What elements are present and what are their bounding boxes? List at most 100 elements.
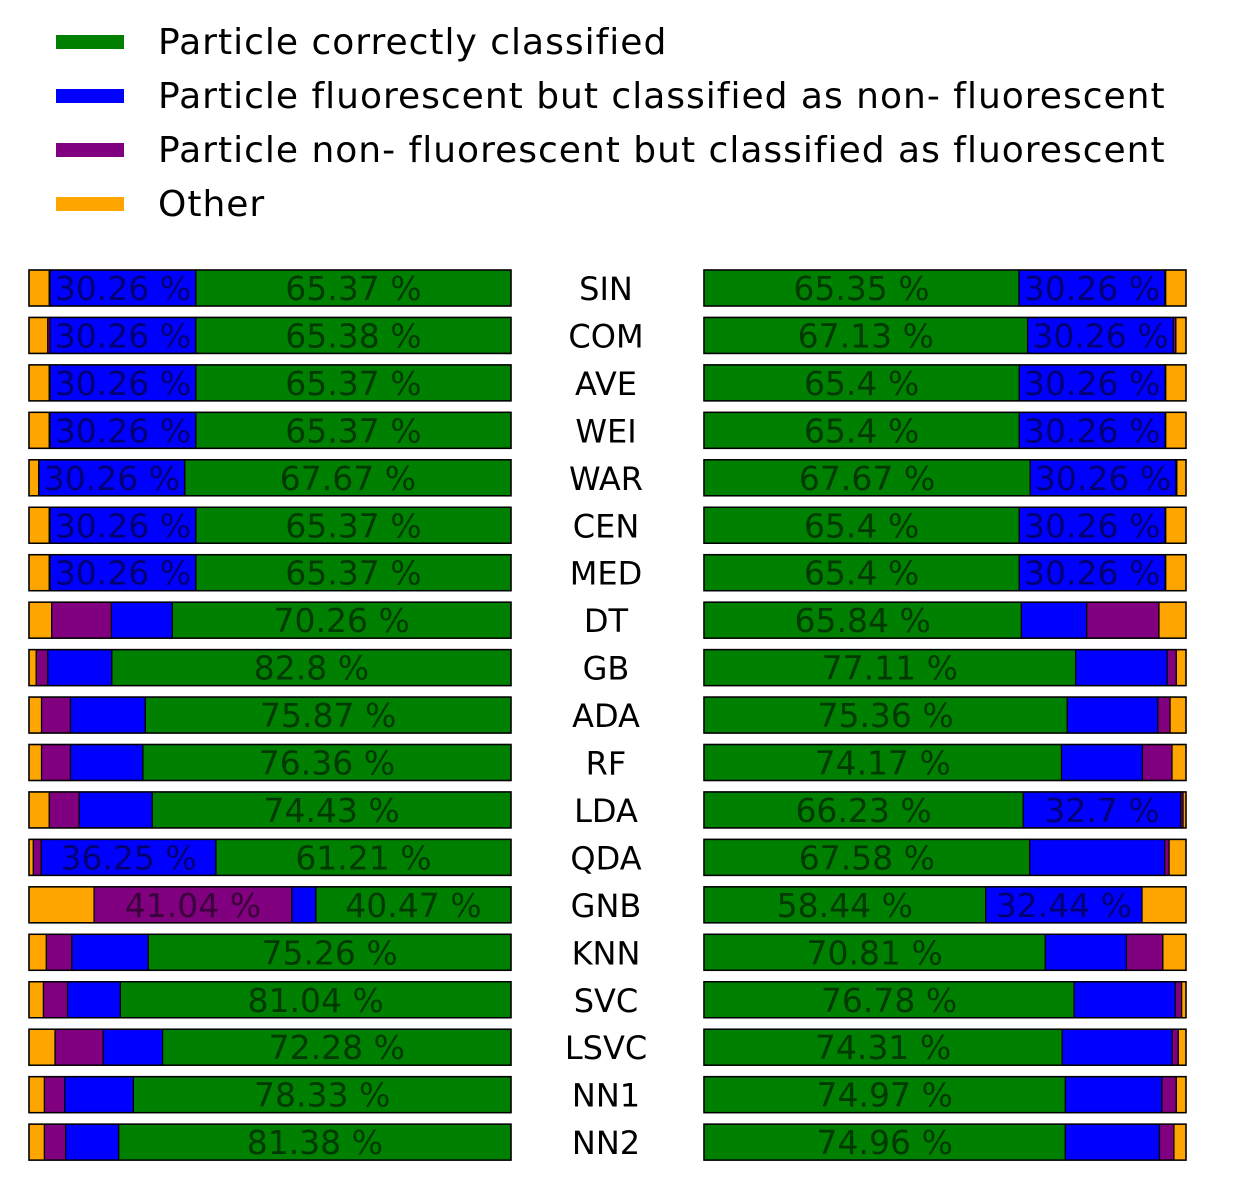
legend-label-false-positive: Particle non- fluorescent but classified… (158, 129, 1166, 171)
left-value-label-ave-fn: 30.26 % (55, 364, 191, 403)
left-bar-frame-svc (28, 981, 512, 1019)
left-bar-gb-correct (111, 649, 512, 687)
right-bar-frame-lda (703, 791, 1187, 829)
right-value-label-gnb-correct: 58.44 % (777, 886, 913, 925)
left-bar-lda-fn (78, 791, 153, 829)
left-bar-nn2-fp (43, 1123, 67, 1161)
left-bar-nn2-fn (65, 1123, 120, 1161)
left-value-label-cen-fn: 30.26 % (55, 506, 191, 545)
right-bar-svc-fp (1174, 981, 1183, 1019)
left-value-label-ave-correct: 65.37 % (285, 364, 421, 403)
left-bar-nn1-fn (64, 1076, 135, 1114)
left-bar-frame-ada (28, 696, 512, 734)
left-bar-nn2-other (28, 1123, 46, 1161)
right-value-label-wei-correct: 65.4 % (804, 411, 919, 450)
left-bar-lda-other (28, 791, 50, 829)
right-value-label-sin-correct: 65.35 % (793, 269, 929, 308)
right-bar-lsvc-fp (1171, 1028, 1179, 1066)
right-bar-nn2-fn (1064, 1123, 1161, 1161)
right-value-label-war-correct: 67.67 % (799, 459, 935, 498)
right-bar-cen-correct (703, 506, 1020, 544)
right-bar-rf-fn (1060, 743, 1144, 782)
left-bar-frame-qda (28, 838, 512, 877)
left-value-label-med-fn: 30.26 % (55, 554, 191, 593)
right-bar-knn-other (1162, 933, 1187, 971)
left-value-label-war-fn: 30.26 % (44, 459, 180, 498)
category-label-rf: RF (586, 745, 627, 783)
left-value-label-wei-correct: 65.37 % (285, 411, 421, 450)
legend-item-correct: Particle correctly classified (56, 22, 667, 63)
legend-swatch-other (56, 197, 124, 211)
right-bar-frame-cen (703, 506, 1187, 544)
left-bar-rf-other (28, 743, 43, 782)
left-value-label-gb-correct: 82.8 % (254, 649, 369, 688)
legend-item-other: Other (56, 184, 265, 225)
right-bar-wei-other (1165, 411, 1187, 449)
left-bar-lda-fp (48, 791, 80, 829)
left-bar-lsvc-fn (102, 1028, 164, 1066)
left-value-label-lsvc-correct: 72.28 % (269, 1028, 405, 1067)
left-value-label-wei-fn: 30.26 % (55, 411, 191, 450)
right-value-label-nn2-correct: 74.96 % (816, 1123, 952, 1162)
left-bar-dt-fn (110, 601, 173, 639)
right-value-label-cen-fn: 30.26 % (1024, 506, 1160, 545)
right-bar-frame-com (703, 316, 1187, 355)
right-bar-knn-correct (703, 933, 1046, 971)
left-bar-knn-fn (71, 933, 149, 971)
right-bar-knn-fp (1125, 933, 1164, 971)
right-value-label-med-fn: 30.26 % (1024, 554, 1160, 593)
left-value-label-qda-correct: 61.21 % (295, 838, 431, 877)
legend-swatch-false-positive (56, 143, 124, 157)
category-label-ada: ADA (572, 697, 640, 735)
left-bar-frame-lda (28, 791, 512, 829)
left-bar-ada-fn (69, 696, 146, 734)
right-bar-med-other (1165, 554, 1187, 592)
right-bar-dt-fn (1020, 601, 1088, 639)
left-bar-frame-rf (28, 743, 512, 782)
left-bar-frame-nn2 (28, 1123, 512, 1161)
left-value-label-knn-correct: 75.26 % (261, 933, 397, 972)
right-value-label-qda-correct: 67.58 % (799, 838, 935, 877)
category-label-nn1: NN1 (572, 1077, 640, 1115)
left-bar-med-correct (195, 554, 512, 592)
left-bar-frame-ave (28, 364, 512, 402)
right-bar-qda-other (1168, 838, 1187, 877)
left-bar-gb-other (28, 649, 37, 687)
category-label-wei: WEI (575, 412, 636, 450)
right-bar-frame-gnb (703, 886, 1187, 924)
left-bar-gnb-correct (315, 886, 512, 924)
right-bar-frame-svc (703, 981, 1187, 1019)
left-value-label-com-correct: 65.38 % (285, 316, 421, 355)
left-bar-dt-other (28, 601, 53, 639)
right-value-label-sin-fn: 30.26 % (1024, 269, 1160, 308)
right-value-label-ave-correct: 65.4 % (804, 364, 919, 403)
left-bar-cen-other (28, 506, 50, 544)
left-bar-gnb-fn (291, 886, 317, 924)
right-bar-knn-fn (1044, 933, 1128, 971)
legend-swatch-correct (56, 35, 124, 49)
right-bar-frame-rf (703, 743, 1187, 782)
legend-swatch-false-negative (56, 89, 124, 103)
right-bar-war-correct (703, 459, 1031, 497)
left-bar-frame-war (28, 459, 512, 497)
left-bar-knn-fp (45, 933, 73, 971)
right-bar-qda-fn (1029, 838, 1166, 877)
right-bar-lsvc-other (1177, 1028, 1187, 1066)
category-label-war: WAR (569, 460, 643, 498)
category-label-svc: SVC (574, 982, 639, 1020)
category-label-sin: SIN (579, 270, 633, 308)
left-bar-med-fn (49, 554, 197, 592)
right-bar-dt-fp (1086, 601, 1160, 639)
right-value-label-knn-correct: 70.81 % (806, 933, 942, 972)
left-value-label-dt-correct: 70.26 % (274, 601, 410, 640)
left-value-label-nn2-correct: 81.38 % (247, 1123, 383, 1162)
right-bar-frame-wei (703, 411, 1187, 450)
right-bar-com-other (1175, 316, 1187, 355)
right-bar-frame-ada (703, 696, 1187, 734)
right-value-label-lda-fn: 32.7 % (1044, 791, 1159, 830)
left-bar-frame-lsvc (28, 1028, 512, 1066)
right-bar-nn1-fp (1161, 1076, 1177, 1114)
category-label-com: COM (568, 317, 643, 355)
right-value-label-cen-correct: 65.4 % (804, 506, 919, 545)
left-bar-svc-fp (42, 981, 69, 1019)
